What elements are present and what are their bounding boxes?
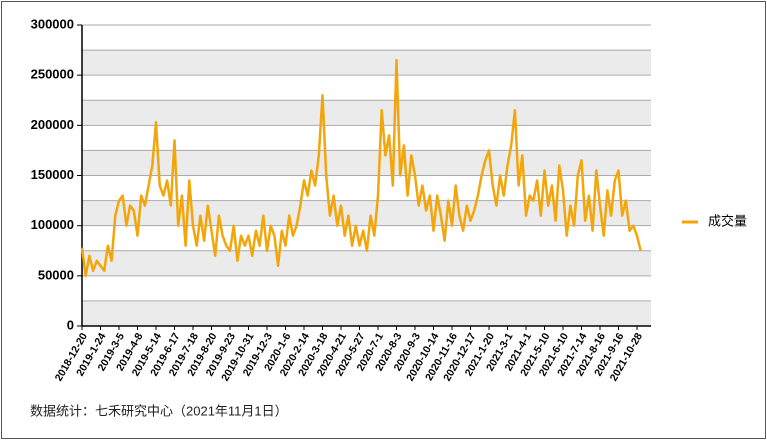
y-tick-label: 100000 [31,217,74,232]
legend-label: 成交量 [708,213,747,228]
grid-band [82,250,651,276]
source-note: 数据统计：七禾研究中心（2021年11月1日） [30,403,288,418]
data-line [80,58,642,278]
y-tick-label: 50000 [38,267,74,282]
grid-band [82,300,651,326]
y-tick-label: 300000 [31,16,74,31]
grid-band [82,150,651,176]
y-tick-label: 250000 [31,67,74,82]
y-tick-label: 0 [67,317,74,332]
grid-band [82,50,651,76]
y-tick-label: 200000 [31,117,74,132]
grid-band [82,100,651,126]
y-tick-label: 150000 [31,167,74,182]
